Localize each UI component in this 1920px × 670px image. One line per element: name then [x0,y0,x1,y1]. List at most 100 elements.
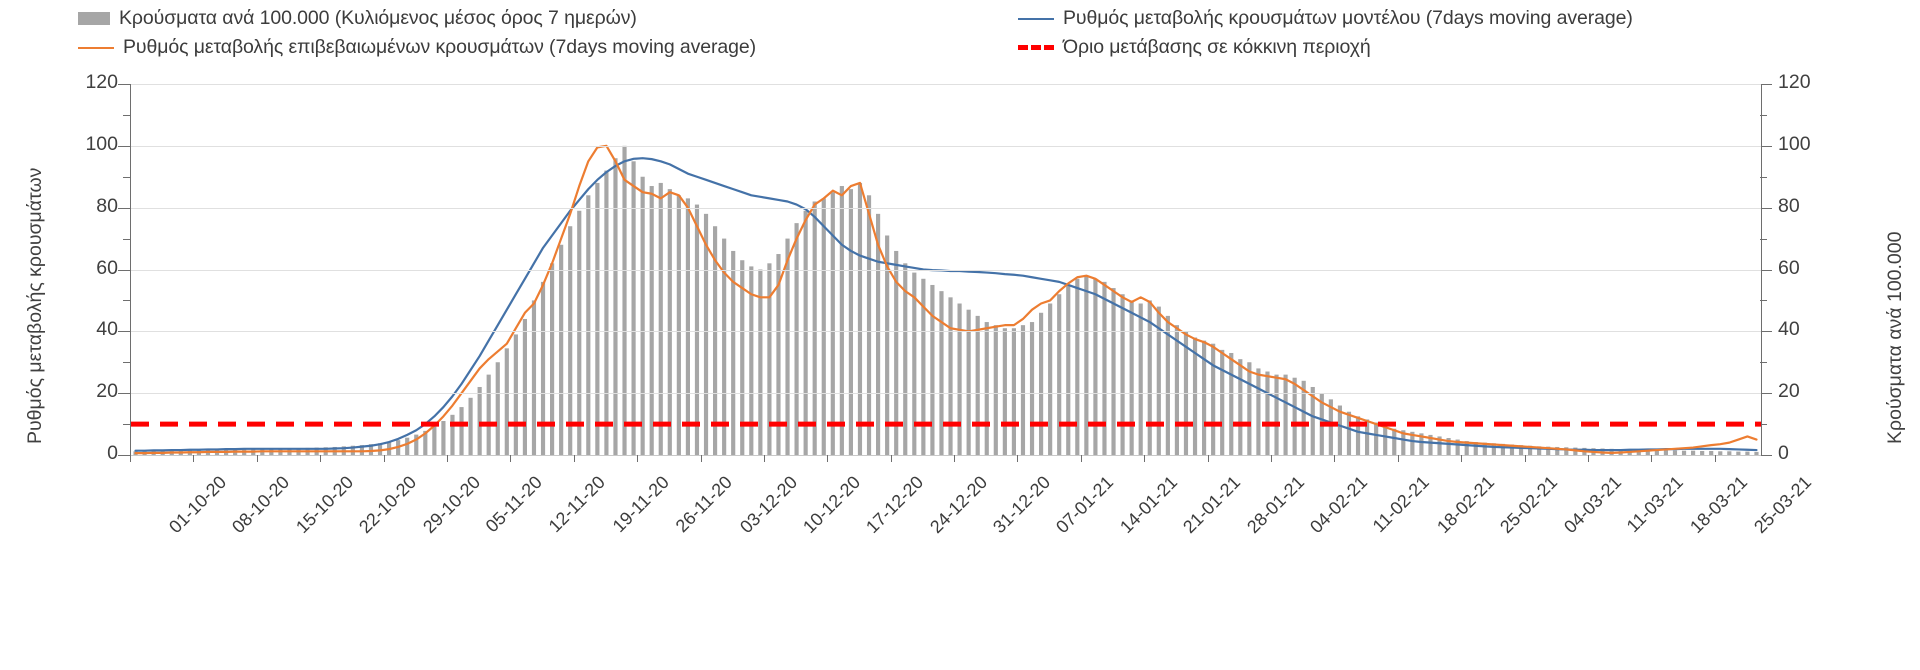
bar [1075,278,1080,455]
bar [495,362,500,455]
x-axis-tick-label: 15-10-20 [291,472,357,538]
bar [1129,300,1134,455]
bar [1256,368,1261,455]
x-axis-tickmark [1144,455,1146,462]
bar [1111,288,1116,455]
bar [1039,312,1044,455]
line-swatch-blue-icon [1018,17,1054,20]
bar [894,250,899,455]
axis-minor-tickmark [123,362,130,364]
bar [1247,362,1252,455]
bar [1310,386,1315,455]
bar [531,300,537,455]
x-axis-tick-label: 04-03-21 [1559,472,1625,538]
bar [866,195,872,455]
bar [1084,275,1089,455]
bar [1346,411,1352,455]
bar [1328,399,1333,455]
bar [550,263,555,455]
bar [1283,374,1288,455]
x-axis-tick-label: 07-01-21 [1052,472,1118,538]
bar [930,284,935,455]
bar [1020,325,1026,455]
bar [450,414,455,455]
bar [1410,431,1415,455]
bar [586,195,591,455]
bar [1165,315,1170,455]
bar [432,426,437,455]
bar [885,235,890,455]
x-axis-tickmark [954,455,956,462]
bar [984,322,989,455]
bar [405,437,410,455]
bar [622,145,627,455]
bar [1754,451,1759,455]
bar [1654,450,1659,455]
axis-minor-tickmark [1760,238,1767,240]
axis-tickmark [1760,455,1772,456]
axis-tickmark [118,207,130,209]
x-axis-tickmark [256,455,258,462]
legend-item-model-change-rate[interactable]: Ρυθμός μεταβολής κρουσμάτων μοντέλου (7d… [1018,7,1633,30]
axis-tickmark [1760,145,1772,147]
bar [803,210,808,455]
bar [1002,328,1007,455]
bar [604,170,609,455]
axis-tickmark [118,145,130,147]
left-axis-tick-label: 40 [96,318,118,341]
axis-tickmark [1760,393,1772,395]
gridline [131,455,1761,456]
right-axis-tick-label: 20 [1778,380,1800,403]
x-axis-tickmark [1080,455,1082,462]
axis-minor-tickmark [123,238,130,240]
bar [966,309,971,455]
bar [1419,433,1424,455]
x-axis-tick-label: 19-11-20 [608,472,673,537]
gridline [131,207,1761,209]
bar [1663,450,1668,455]
axis-tickmark [118,84,130,85]
bar [1546,446,1551,455]
bar [1401,430,1406,455]
bar [694,204,700,455]
legend-item-confirmed-change-rate[interactable]: Ρυθμός μεταβολής επιβεβαιωμένων κρουσμάτ… [78,36,756,59]
axis-minor-tickmark [1760,300,1767,302]
bar [540,281,546,455]
x-axis-tick-label: 25-02-21 [1496,472,1562,538]
axis-minor-tickmark [123,176,130,178]
bar [568,226,573,455]
legend-item-cases-per-100k[interactable]: Κρούσματα ανά 100.000 (Κυλιόμενος μέσος … [78,7,637,30]
legend-item-red-zone-threshold[interactable]: Όριο μετάβασης σε κόκκινη περιοχή [1018,36,1371,59]
right-axis-title: Κρούσματα ανά 100.000 [1884,231,1906,444]
left-axis-tick-label: 120 [85,71,118,93]
bar [504,348,509,455]
bar [1093,278,1098,455]
bar [1192,337,1198,455]
gridline [131,269,1761,271]
bar [776,254,781,455]
bar [1709,450,1714,455]
bar [377,443,383,455]
x-axis-tick-label: 24-12-20 [925,472,991,538]
x-axis-tickmark [1271,455,1272,462]
axis-tickmark [118,393,130,395]
bar [477,386,482,455]
gridline [131,331,1761,333]
right-axis-tick-label: 120 [1778,71,1811,93]
bar [1555,446,1560,455]
x-axis-tick-label: 10-12-20 [798,472,865,538]
bar [948,297,953,455]
bar [1736,451,1741,455]
bar [1355,416,1361,455]
bar [1473,442,1478,455]
bar [1718,451,1723,455]
gridline [131,145,1761,147]
bar-series-cases-per-100k [133,145,1759,455]
x-axis-tickmark [1397,455,1399,462]
bar [839,186,844,455]
axis-tickmark [1760,84,1772,85]
x-axis-tick-label: 12-11-20 [545,472,610,537]
x-axis-tick-label: 29-10-20 [418,472,484,538]
line-series-model-change-rate [134,157,1758,452]
x-axis-tick-label: 05-11-20 [481,472,546,537]
